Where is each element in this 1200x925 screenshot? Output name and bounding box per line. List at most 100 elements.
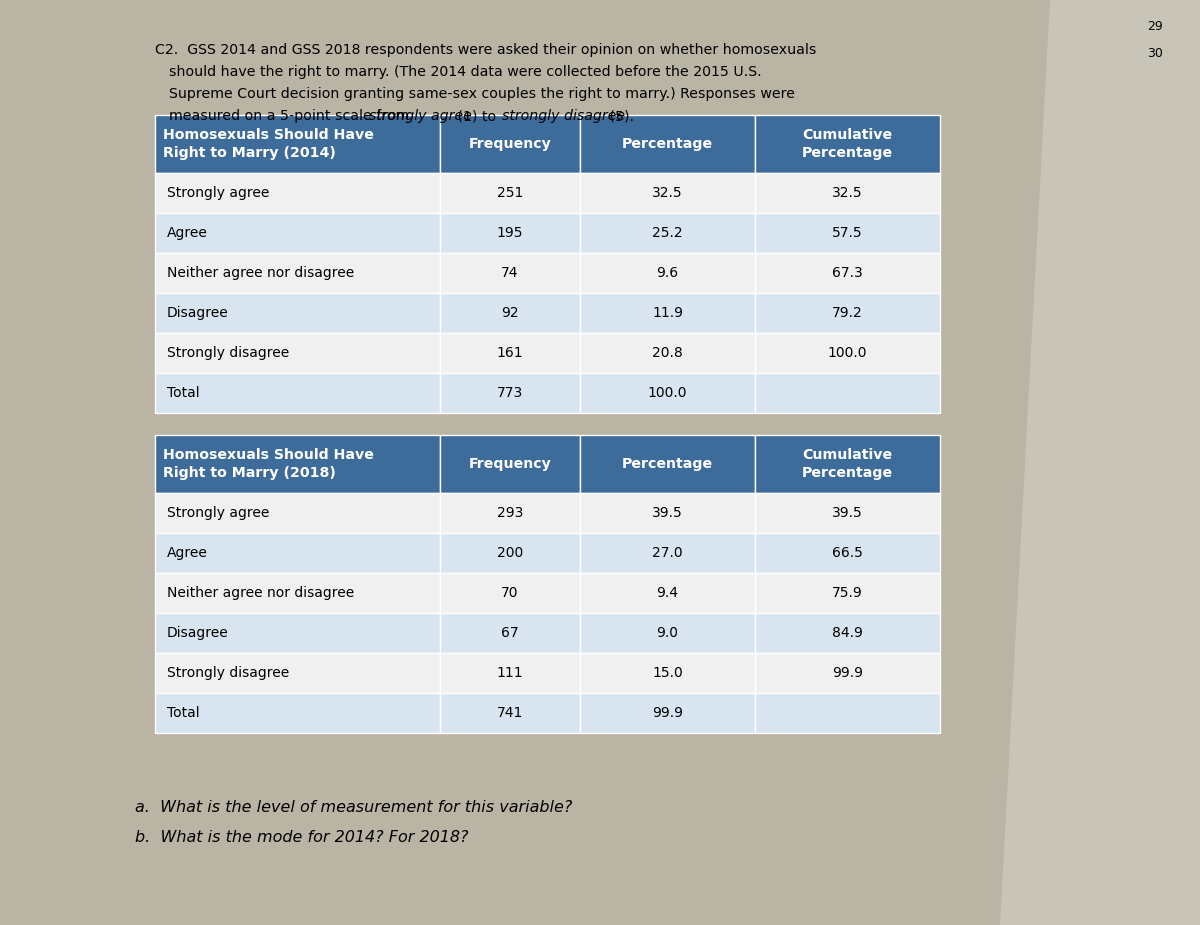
Bar <box>580 293 755 333</box>
Bar <box>755 253 940 293</box>
Text: Strongly disagree: Strongly disagree <box>167 346 289 360</box>
Bar <box>440 213 580 253</box>
Text: Strongly agree: Strongly agree <box>167 506 269 520</box>
Bar <box>755 173 940 213</box>
Text: 39.5: 39.5 <box>832 506 863 520</box>
Bar <box>440 573 580 613</box>
Text: 84.9: 84.9 <box>832 626 863 640</box>
Bar <box>155 493 440 533</box>
Bar <box>580 493 755 533</box>
Text: 200: 200 <box>497 546 523 560</box>
Text: Homosexuals Should Have
Right to Marry (2018): Homosexuals Should Have Right to Marry (… <box>163 449 374 480</box>
Text: Agree: Agree <box>167 226 208 240</box>
Text: Neither agree nor disagree: Neither agree nor disagree <box>167 586 354 600</box>
Bar <box>580 253 755 293</box>
Text: 70: 70 <box>502 586 518 600</box>
Bar <box>580 653 755 693</box>
Text: (5).: (5). <box>605 109 634 123</box>
Text: Frequency: Frequency <box>468 457 552 471</box>
Bar <box>755 115 940 173</box>
Text: 20.8: 20.8 <box>652 346 683 360</box>
Text: 32.5: 32.5 <box>832 186 863 200</box>
Text: 11.9: 11.9 <box>652 306 683 320</box>
Bar <box>440 253 580 293</box>
Bar <box>755 435 940 493</box>
Polygon shape <box>1000 0 1200 925</box>
Text: Percentage: Percentage <box>622 137 713 151</box>
Bar <box>155 653 440 693</box>
Bar <box>755 693 940 733</box>
Text: 99.9: 99.9 <box>652 706 683 720</box>
Text: Agree: Agree <box>167 546 208 560</box>
Text: 111: 111 <box>497 666 523 680</box>
Text: 67: 67 <box>502 626 518 640</box>
Bar <box>755 533 940 573</box>
Text: 74: 74 <box>502 266 518 280</box>
Bar <box>155 693 440 733</box>
Bar <box>155 613 440 653</box>
Text: Percentage: Percentage <box>622 457 713 471</box>
Bar <box>440 173 580 213</box>
Text: 251: 251 <box>497 186 523 200</box>
Bar <box>580 373 755 413</box>
Bar <box>755 333 940 373</box>
Text: 9.4: 9.4 <box>656 586 678 600</box>
Text: 67.3: 67.3 <box>832 266 863 280</box>
Text: 99.9: 99.9 <box>832 666 863 680</box>
Text: 293: 293 <box>497 506 523 520</box>
Text: 9.0: 9.0 <box>656 626 678 640</box>
Bar <box>755 613 940 653</box>
Text: Supreme Court decision granting same-sex couples the right to marry.) Responses : Supreme Court decision granting same-sex… <box>169 87 796 101</box>
Text: 57.5: 57.5 <box>832 226 863 240</box>
Bar <box>755 293 940 333</box>
Text: Strongly agree: Strongly agree <box>167 186 269 200</box>
Text: 25.2: 25.2 <box>652 226 683 240</box>
Text: 161: 161 <box>497 346 523 360</box>
Bar <box>155 253 440 293</box>
Bar <box>580 115 755 173</box>
Bar <box>580 333 755 373</box>
Bar <box>755 573 940 613</box>
Text: 39.5: 39.5 <box>652 506 683 520</box>
Bar <box>580 693 755 733</box>
Text: Cumulative
Percentage: Cumulative Percentage <box>802 129 893 160</box>
Text: Total: Total <box>167 706 199 720</box>
Text: Strongly disagree: Strongly disagree <box>167 666 289 680</box>
Bar <box>440 493 580 533</box>
Text: C2.  GSS 2014 and GSS 2018 respondents were asked their opinion on whether homos: C2. GSS 2014 and GSS 2018 respondents we… <box>155 43 816 57</box>
Bar <box>440 293 580 333</box>
Bar <box>155 293 440 333</box>
Bar <box>155 533 440 573</box>
Bar <box>440 613 580 653</box>
Text: Homosexuals Should Have
Right to Marry (2014): Homosexuals Should Have Right to Marry (… <box>163 129 374 160</box>
Bar <box>580 435 755 493</box>
Text: 79.2: 79.2 <box>832 306 863 320</box>
Text: strongly disagree: strongly disagree <box>502 109 625 123</box>
Text: 75.9: 75.9 <box>832 586 863 600</box>
Bar <box>580 573 755 613</box>
Text: Disagree: Disagree <box>167 626 229 640</box>
Text: 15.0: 15.0 <box>652 666 683 680</box>
Bar <box>440 333 580 373</box>
Bar <box>755 653 940 693</box>
Bar <box>755 213 940 253</box>
Bar <box>580 173 755 213</box>
Bar <box>440 693 580 733</box>
Text: 66.5: 66.5 <box>832 546 863 560</box>
Bar <box>440 373 580 413</box>
Bar <box>440 115 580 173</box>
Text: 100.0: 100.0 <box>828 346 868 360</box>
Polygon shape <box>0 0 1050 925</box>
Text: a.  What is the level of measurement for this variable?: a. What is the level of measurement for … <box>134 800 572 815</box>
Bar <box>440 533 580 573</box>
Bar <box>580 533 755 573</box>
Bar <box>440 435 580 493</box>
Text: 9.6: 9.6 <box>656 266 678 280</box>
Text: Neither agree nor disagree: Neither agree nor disagree <box>167 266 354 280</box>
Bar <box>440 653 580 693</box>
Bar <box>155 573 440 613</box>
Text: 30: 30 <box>1147 47 1163 60</box>
Text: 92: 92 <box>502 306 518 320</box>
Text: 32.5: 32.5 <box>652 186 683 200</box>
Text: Cumulative
Percentage: Cumulative Percentage <box>802 449 893 480</box>
